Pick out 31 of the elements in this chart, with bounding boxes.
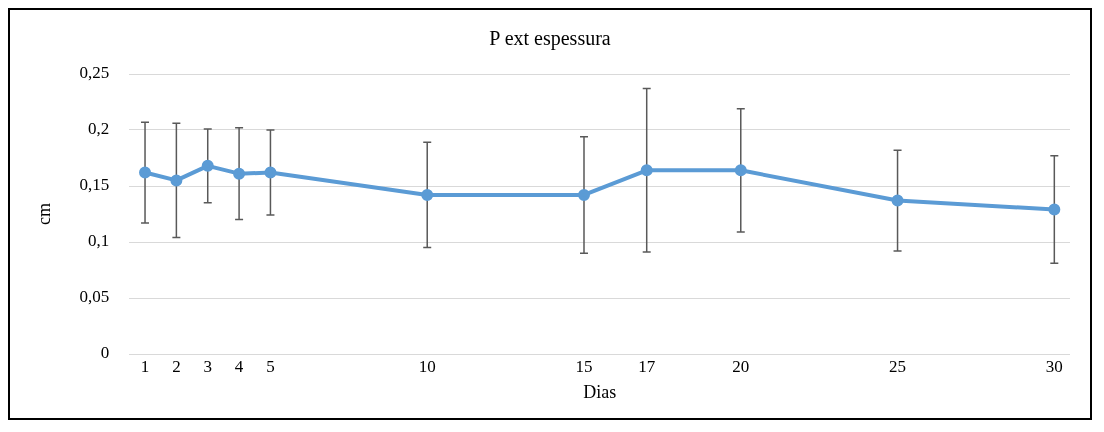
- point: [891, 194, 904, 207]
- x-tick-label: 20: [732, 356, 750, 376]
- x-tick-label: 10: [418, 356, 436, 376]
- y-tick-label: 0,05: [79, 287, 110, 307]
- x-tick-label: 1: [140, 356, 150, 376]
- x-tick-label: 2: [172, 356, 181, 376]
- x-tick-label: 3: [203, 356, 212, 376]
- point: [421, 188, 434, 201]
- point: [264, 166, 277, 179]
- x-tick-label: 17: [638, 356, 656, 376]
- x-tick-label: 30: [1045, 356, 1063, 376]
- point: [139, 166, 152, 179]
- y-tick-label: 0: [100, 343, 110, 363]
- point: [201, 159, 214, 172]
- point: [734, 164, 747, 177]
- y-tick-label: 0,1: [88, 231, 110, 251]
- x-tick-label: 5: [266, 356, 275, 376]
- point: [1048, 203, 1061, 216]
- x-tick-label: 4: [234, 356, 244, 376]
- point: [640, 164, 653, 177]
- x-axis-title: Dias: [583, 381, 617, 402]
- y-tick-label: 0,15: [79, 175, 110, 195]
- y-axis-title: cm: [33, 203, 54, 225]
- chart-title: P ext espessura: [489, 27, 611, 51]
- y-tick-label: 0,25: [79, 63, 110, 83]
- x-tick-label: 25: [889, 356, 907, 376]
- point: [578, 188, 590, 201]
- x-tick-label: 15: [575, 356, 593, 376]
- point: [170, 174, 183, 187]
- y-tick-label: 0,2: [88, 119, 110, 139]
- point: [233, 167, 246, 180]
